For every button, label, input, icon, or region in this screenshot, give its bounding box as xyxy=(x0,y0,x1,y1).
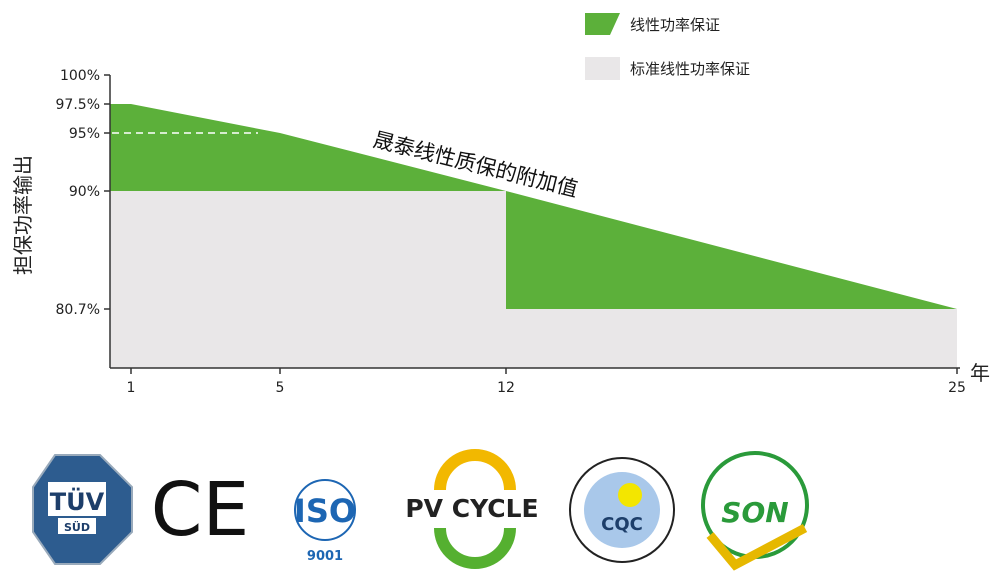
legend-label-gray: 标准线性功率保证 xyxy=(630,60,750,78)
legend: 线性功率保证 标准线性功率保证 xyxy=(585,13,750,80)
legend-label-green: 线性功率保证 xyxy=(630,16,720,34)
svg-text:SON: SON xyxy=(721,496,788,529)
certification-logos: TÜV SÜD CE ISO 9001 PV CYCLE CQC SON xyxy=(32,449,809,571)
y-tick-label: 97.5% xyxy=(56,97,100,113)
iso-logo: ISO 9001 xyxy=(294,479,356,564)
svg-text:PV CYCLE: PV CYCLE xyxy=(405,494,538,523)
svg-text:9001: 9001 xyxy=(307,549,343,564)
y-tick-label: 90% xyxy=(69,184,100,200)
linear-warranty-area xyxy=(110,104,957,309)
svg-text:SÜD: SÜD xyxy=(64,520,90,534)
x-tick-label: 12 xyxy=(497,380,515,396)
legend-swatch-gray xyxy=(585,57,620,80)
y-tick-label: 95% xyxy=(69,126,100,142)
ce-logo: CE xyxy=(151,467,249,553)
son-logo: SON xyxy=(701,451,809,571)
y-tick-label: 80.7% xyxy=(56,302,100,318)
x-tick-label: 25 xyxy=(948,380,966,396)
warranty-chart: 100%97.5%95%90%80.7% 1 5 12 25 年 担保功率输出 晟泰线… xyxy=(11,13,990,396)
x-tick-label: 1 xyxy=(127,380,136,396)
tuv-sud-logo: TÜV SÜD xyxy=(32,454,133,565)
pv-cycle-logo: PV CYCLE xyxy=(405,449,539,569)
x-tick-label: 5 xyxy=(276,380,285,396)
svg-text:CQC: CQC xyxy=(601,514,643,535)
svg-text:TÜV: TÜV xyxy=(50,486,105,516)
standard-warranty-area xyxy=(110,191,957,368)
legend-swatch-green xyxy=(585,13,620,35)
svg-text:ISO: ISO xyxy=(294,492,356,530)
y-axis-label: 担保功率输出 xyxy=(11,155,35,275)
cqc-logo: CQC xyxy=(569,457,675,563)
x-axis-label: 年 xyxy=(970,361,990,385)
y-tick-label: 100% xyxy=(60,68,100,84)
